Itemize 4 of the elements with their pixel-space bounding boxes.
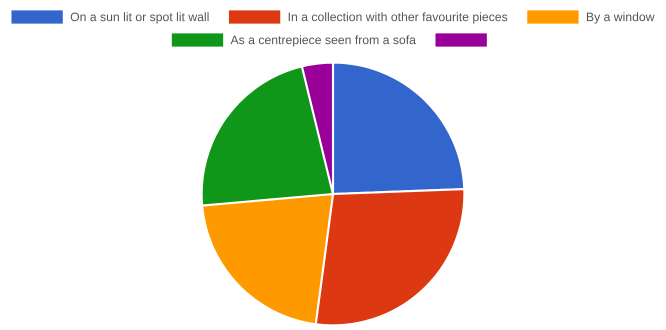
legend-label: As a centrepiece seen from a sofa bbox=[230, 35, 416, 47]
legend-label: On a sun lit or spot lit wall bbox=[70, 12, 209, 24]
legend-label: In a collection with other favourite pieces bbox=[288, 12, 508, 24]
legend-label: By a window bbox=[586, 12, 655, 24]
